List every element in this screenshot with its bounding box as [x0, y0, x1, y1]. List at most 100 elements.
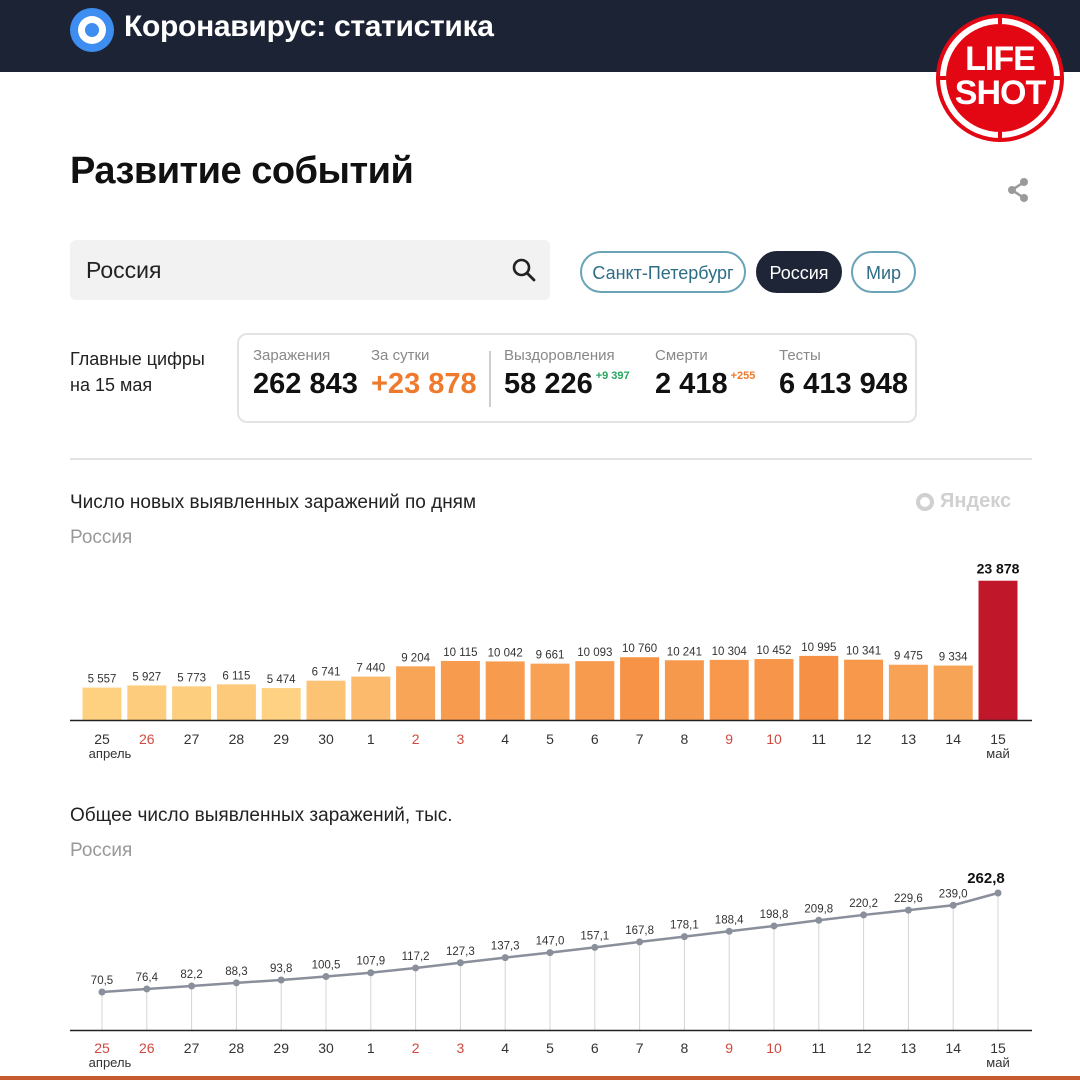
total-value-label: 88,3: [225, 966, 247, 978]
total-value-label: 157,1: [580, 930, 609, 942]
bottom-strip: [0, 1076, 1080, 1080]
daily-bar: [575, 661, 615, 720]
total-point: [322, 973, 330, 981]
total-value-label: 239,0: [939, 888, 968, 900]
daily-bar: [933, 665, 973, 720]
chip-saint-petersburg[interactable]: Санкт-Петербург: [580, 251, 746, 293]
daily-x-tick-label: 9: [725, 731, 733, 747]
total-x-tick-label: 12: [856, 1040, 872, 1056]
daily-bar: [396, 666, 436, 720]
daily-bar-value-label: 10 042: [488, 647, 523, 659]
total-x-tick-label: 1: [367, 1040, 375, 1056]
daily-bar-value-label: 10 452: [756, 645, 791, 657]
daily-bar-value-label: 10 304: [712, 646, 748, 658]
recovered-delta: +9 397: [595, 370, 630, 382]
daily-bar-value-label: 10 115: [443, 647, 477, 659]
total-point: [815, 916, 823, 924]
total-value-label: 127,3: [446, 946, 475, 958]
daily-x-tick-label: 11: [812, 731, 827, 747]
daily-x-tick-label: 5: [546, 731, 554, 747]
total-chart-subtitle: Россия: [70, 840, 133, 861]
total-x-tick-label: 26: [139, 1040, 155, 1056]
lifeshot-line-2: SHOT: [954, 74, 1046, 112]
daily-x-tick-label: 1: [367, 731, 375, 747]
daily-x-tick-label: 2: [412, 731, 420, 747]
total-x-tick-label: 6: [591, 1040, 599, 1056]
daily-bar: [709, 659, 749, 720]
total-x-tick-label: 14: [945, 1040, 961, 1056]
divider: [70, 458, 1032, 460]
daily-bar-value-label: 6 115: [222, 670, 250, 682]
total-point: [546, 949, 554, 957]
daily-bar-value-label: 5 773: [177, 672, 206, 684]
daily-bar-value-label: 9 661: [536, 650, 565, 662]
total-value-label: 100,5: [312, 960, 341, 972]
daily-month-label: апрель: [89, 746, 132, 761]
total-point: [367, 969, 375, 977]
total-point: [456, 959, 464, 967]
daily-bar-value-label: 10 093: [577, 647, 612, 659]
total-x-tick-label: 27: [184, 1040, 200, 1056]
total-month-label: май: [986, 1055, 1009, 1070]
total-x-tick-label: 28: [229, 1040, 245, 1056]
total-value-label: 167,8: [625, 925, 654, 937]
total-point: [860, 911, 868, 919]
daily-bar: [530, 663, 570, 720]
total-point: [591, 943, 599, 951]
region-search-input[interactable]: Россия: [70, 240, 550, 300]
total-chart-title: Общее число выявленных заражений, тыс.: [70, 805, 453, 826]
chip-russia[interactable]: Россия: [756, 251, 842, 293]
daily-chart-title: Число новых выявленных заражений по дням: [70, 492, 477, 513]
total-point: [994, 889, 1002, 897]
total-cases-line-chart: 70,5 76,4 82,2 88,3 93,8 100,5 107,9 117,2 127,3…: [70, 870, 1032, 1070]
daily-bar: [844, 659, 884, 720]
daily-x-tick-label: 7: [636, 731, 644, 747]
total-point: [98, 988, 106, 996]
daily-bar-value-label: 9 204: [401, 652, 430, 664]
page-title: Развитие событий: [70, 150, 414, 192]
total-value-label: 188,4: [715, 914, 744, 926]
share-icon[interactable]: [1004, 176, 1032, 204]
total-x-tick-label: 2: [412, 1040, 420, 1056]
total-value-label: 107,9: [356, 956, 385, 968]
daily-x-tick-label: 30: [318, 731, 334, 747]
yandex-mark-icon: [916, 493, 934, 511]
daily-bar-value-label: 5 557: [88, 674, 117, 686]
total-x-tick-label: 11: [812, 1040, 827, 1056]
total-x-tick-label: 10: [766, 1040, 782, 1056]
total-point: [232, 979, 240, 987]
total-x-tick-label: 29: [273, 1040, 289, 1056]
daily-x-tick-label: 26: [139, 731, 155, 747]
yandex-logo-icon[interactable]: [70, 8, 114, 52]
lifeshot-line-1: LIFE: [965, 40, 1036, 78]
lifeshot-tick: [936, 76, 946, 80]
daily-x-tick-label: 3: [457, 731, 465, 747]
lifeshot-tick: [1054, 76, 1064, 80]
total-point: [636, 938, 644, 946]
daily-bar: [127, 685, 167, 720]
total-x-tick-label: 15: [990, 1040, 1006, 1056]
daily-bar-value-label: 10 241: [667, 646, 702, 658]
daily-x-tick-label: 10: [766, 731, 782, 747]
daily-bar: [978, 580, 1018, 720]
top-header: Коронавирус: статистика: [0, 0, 1080, 72]
total-x-tick-label: 30: [318, 1040, 334, 1056]
search-icon[interactable]: [510, 256, 538, 284]
daily-bar: [351, 676, 391, 720]
total-point: [143, 985, 151, 993]
daily-bar: [664, 660, 704, 720]
chip-world[interactable]: Мир: [851, 251, 916, 293]
daily-bar-value-label: 23 878: [977, 561, 1020, 577]
main-figures-label: Главные цифры на 15 мая: [70, 349, 205, 395]
total-value-label: 198,8: [760, 909, 789, 921]
stat-recovered: Выздоровления 58 226 +9 397: [504, 347, 630, 400]
daily-bar: [754, 659, 794, 720]
app-title[interactable]: Коронавирус: статистика: [124, 10, 494, 43]
daily-bar-value-label: 10 760: [622, 643, 657, 655]
total-value-label: 220,2: [849, 898, 878, 910]
stat-deaths: Смерти 2 418 +255: [655, 347, 756, 400]
total-x-tick-label: 8: [681, 1040, 689, 1056]
stat-infections: Заражения 262 843: [253, 347, 358, 400]
total-month-label: апрель: [89, 1055, 132, 1070]
